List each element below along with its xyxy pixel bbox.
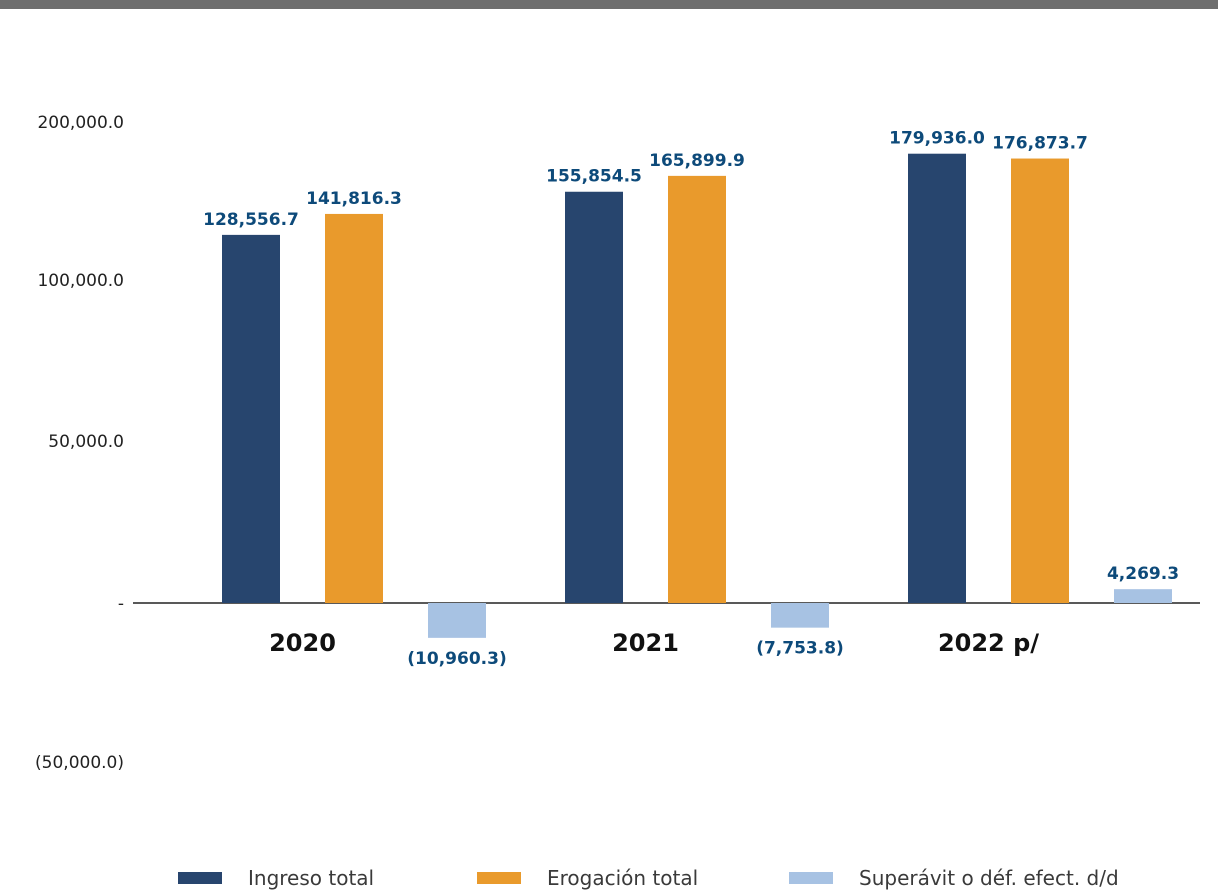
y-tick-label: 50,000.0 — [48, 432, 124, 452]
legend-swatch-superavit — [789, 872, 833, 884]
top-border-bar — [0, 0, 1218, 9]
y-tick-label: - — [118, 594, 124, 614]
data-label: 179,936.0 — [889, 129, 985, 149]
legend-item-superavit: Superávit o déf. efect. d/d — [789, 864, 1119, 892]
data-label: (7,753.8) — [756, 639, 844, 659]
legend-item-ingreso: Ingreso total — [178, 864, 374, 892]
data-label: 4,269.3 — [1107, 564, 1179, 584]
legend-label-erogacion: Erogación total — [547, 866, 699, 890]
legend-label-ingreso: Ingreso total — [248, 866, 375, 890]
legend-item-erogacion: Erogación total — [477, 864, 698, 892]
y-tick-label: 200,000.0 — [37, 113, 124, 133]
bar-erogacion — [1011, 158, 1069, 603]
data-label: 155,854.5 — [546, 167, 642, 187]
bar-erogacion — [668, 175, 726, 603]
category-label: 2022 p/ — [938, 629, 1039, 657]
data-label: 176,873.7 — [992, 134, 1088, 154]
bar-superavit — [1114, 589, 1172, 603]
bar-ingreso — [908, 153, 966, 604]
category-label: 2020 — [269, 629, 336, 657]
data-label: (10,960.3) — [407, 649, 506, 669]
data-label: 128,556.7 — [203, 210, 299, 230]
data-label: 165,899.9 — [649, 151, 745, 171]
chart-legend: Ingreso total Erogación total Superávit … — [0, 864, 1218, 892]
category-label: 2021 — [612, 629, 679, 657]
legend-swatch-ingreso — [178, 872, 222, 884]
data-label: 141,816.3 — [306, 189, 402, 209]
legend-swatch-erogacion — [477, 872, 521, 884]
bar-ingreso — [222, 234, 280, 603]
bar-ingreso — [565, 191, 623, 604]
bar-superavit — [771, 603, 829, 628]
legend-label-superavit: Superávit o déf. efect. d/d — [859, 866, 1119, 890]
bar-chart: 200,000.0 100,000.0 50,000.0 - (50,000.0) 128… — [35, 113, 1200, 773]
bar-erogacion — [325, 213, 383, 604]
y-tick-label: (50,000.0) — [35, 753, 124, 773]
bar-superavit — [428, 603, 486, 638]
y-tick-label: 100,000.0 — [37, 271, 124, 291]
